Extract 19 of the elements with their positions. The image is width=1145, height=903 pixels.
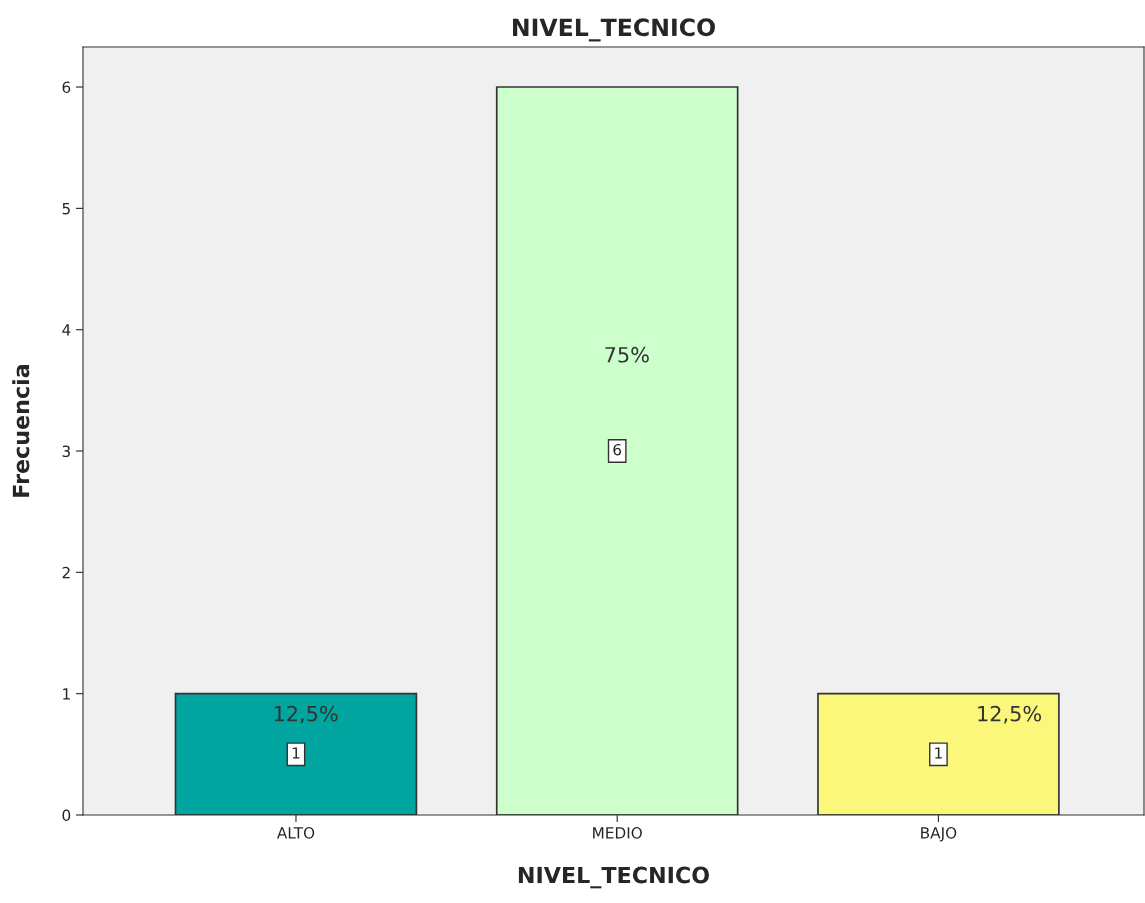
y-tick-label: 6: [62, 81, 71, 94]
y-tick-label: 5: [62, 203, 70, 215]
x-tick-label: ALTO: [276, 827, 315, 839]
chart-title: NIVEL_TECNICO: [513, 18, 715, 42]
y-tick-label: 1: [63, 688, 70, 700]
x-tick-label: MEDIO: [593, 827, 642, 839]
data-label: 1: [935, 747, 942, 759]
y-axis-title: Frecuencia: [12, 365, 30, 497]
x-tick-label: BAJO: [921, 827, 957, 842]
x-axis-title: NIVEL_TECNICO: [518, 866, 709, 889]
y-tick-label: 4: [62, 324, 71, 336]
y-tick-label: 2: [62, 566, 70, 579]
data-label: 1: [292, 747, 300, 759]
annotation: 75%: [605, 346, 649, 363]
y-tick-label: 3: [62, 445, 70, 458]
annotation: 12,5%: [274, 705, 338, 724]
data-label: 6: [613, 443, 622, 456]
y-tick-label: 0: [62, 809, 71, 822]
annotation: 12,5%: [978, 705, 1042, 724]
